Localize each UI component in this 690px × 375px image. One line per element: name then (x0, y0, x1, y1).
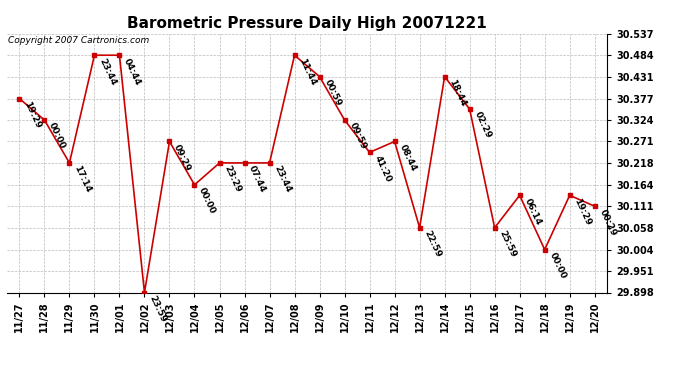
Text: 18:44: 18:44 (447, 78, 468, 108)
Text: 22:59: 22:59 (422, 229, 443, 259)
Text: 41:20: 41:20 (373, 154, 393, 183)
Text: 11:44: 11:44 (297, 57, 317, 87)
Text: 06:14: 06:14 (522, 197, 543, 226)
Text: 23:44: 23:44 (273, 164, 293, 194)
Text: Copyright 2007 Cartronics.com: Copyright 2007 Cartronics.com (8, 36, 149, 45)
Text: 19:29: 19:29 (573, 197, 593, 226)
Text: 04:44: 04:44 (122, 57, 143, 87)
Text: 00:29: 00:29 (598, 208, 618, 237)
Text: 08:44: 08:44 (397, 143, 417, 173)
Text: 02:29: 02:29 (473, 111, 493, 140)
Text: 00:00: 00:00 (197, 186, 217, 216)
Text: 23:29: 23:29 (222, 164, 243, 194)
Text: 23:59: 23:59 (147, 294, 168, 324)
Text: 17:14: 17:14 (72, 164, 92, 194)
Text: 00:00: 00:00 (547, 251, 567, 280)
Text: 09:59: 09:59 (347, 122, 368, 151)
Text: 25:59: 25:59 (497, 229, 518, 259)
Title: Barometric Pressure Daily High 20071221: Barometric Pressure Daily High 20071221 (127, 16, 487, 31)
Text: 19:29: 19:29 (22, 100, 43, 130)
Text: 09:29: 09:29 (172, 143, 193, 173)
Text: 07:44: 07:44 (247, 164, 268, 194)
Text: 23:44: 23:44 (97, 57, 117, 87)
Text: 00:00: 00:00 (47, 122, 67, 151)
Text: 00:59: 00:59 (322, 78, 342, 108)
